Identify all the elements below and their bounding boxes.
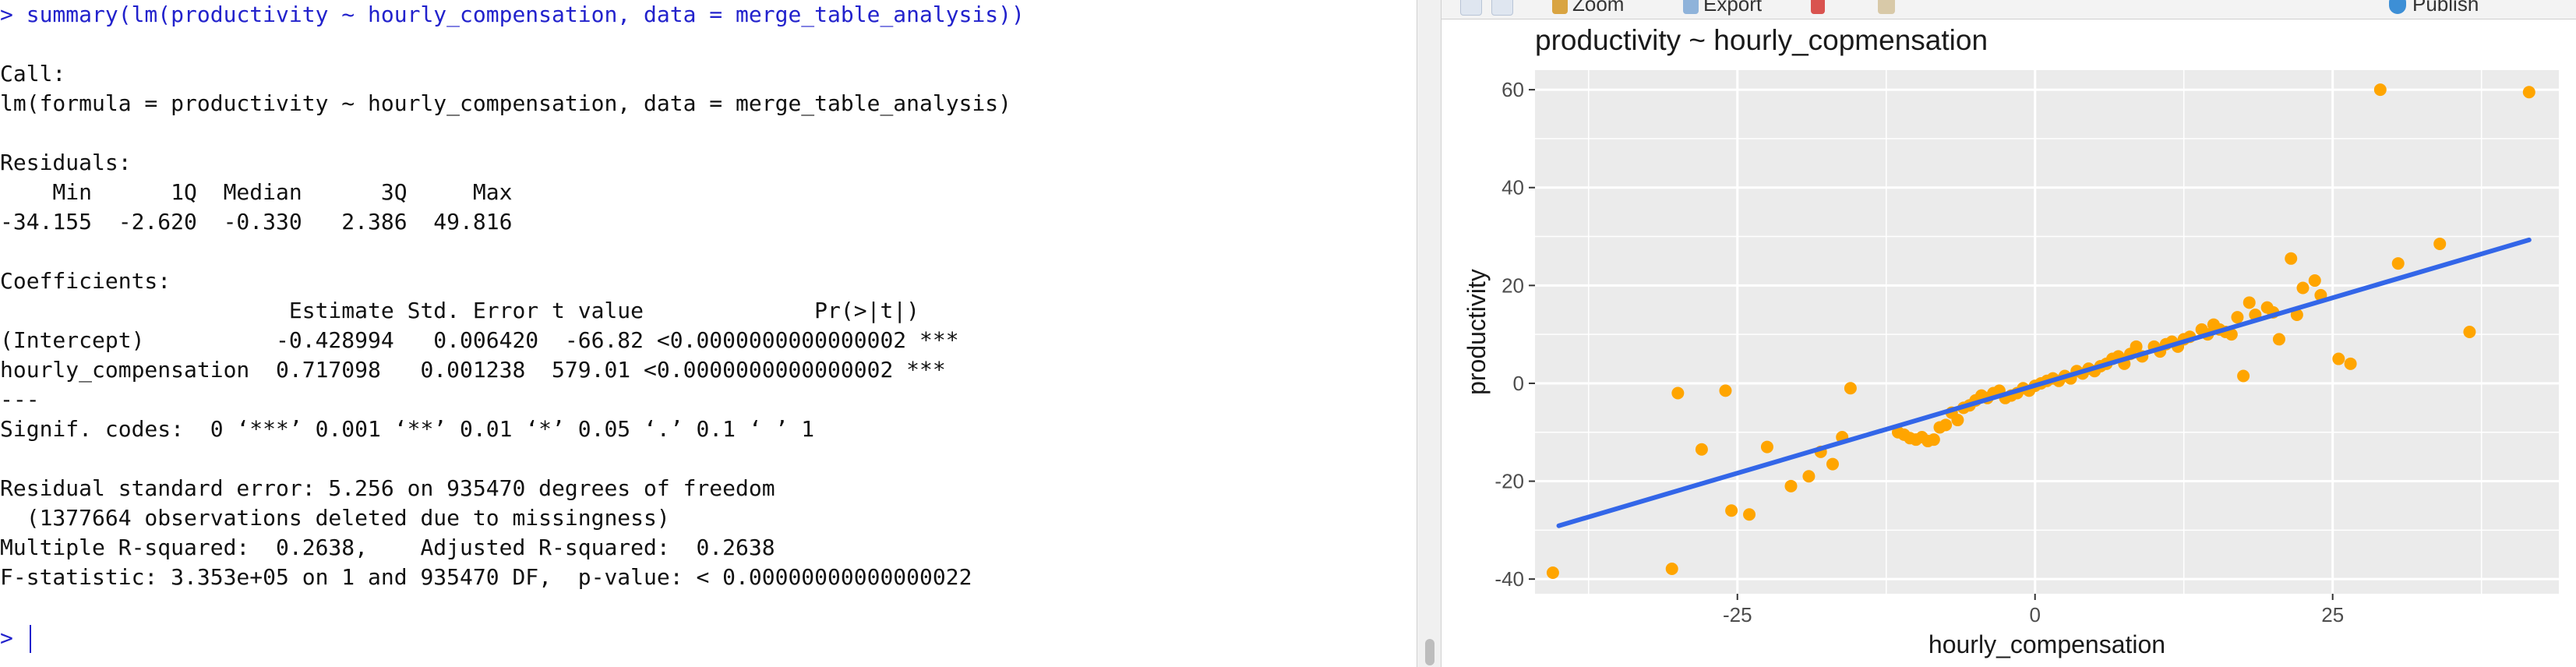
export-icon (1683, 0, 1699, 14)
call-label: Call: (0, 61, 66, 86)
data-point (2130, 340, 2143, 353)
plots-pane: Zoom Export Publish productivity ~ hourl… (1442, 0, 2576, 667)
command-text: summary(lm(productivity ~ hourly_compens… (26, 2, 1025, 27)
data-point (2237, 369, 2250, 383)
y-tick-label: 20 (1501, 274, 1524, 297)
x-tick-label: 0 (2029, 603, 2040, 626)
publish-icon (2389, 0, 2406, 14)
data-point (2373, 83, 2387, 97)
publish-button[interactable]: Publish (2412, 0, 2479, 16)
data-point (2272, 333, 2285, 346)
coefficient-row-hourly-compensation: hourly_compensation 0.717098 0.001238 57… (0, 357, 946, 383)
coefficients-label: Coefficients: (0, 268, 171, 294)
residuals-values: -34.155 -2.620 -0.330 2.386 49.816 (0, 209, 526, 235)
data-point (1760, 440, 1773, 453)
data-point (1725, 504, 1738, 517)
data-point (1826, 457, 1839, 471)
back-arrow-icon[interactable] (1460, 0, 1482, 16)
observations-deleted-line: (1377664 observations deleted due to mis… (0, 505, 670, 531)
data-point (2290, 309, 2303, 322)
data-point (1719, 384, 1732, 397)
signif-codes-line: Signif. codes: 0 ‘***’ 0.001 ‘**’ 0.01 ‘… (0, 416, 815, 442)
clear-plots-icon[interactable] (1878, 0, 1895, 14)
y-axis-ticks: -40 -20 0 20 40 60 (1494, 78, 1535, 591)
splitter-scroll-handle[interactable] (1425, 639, 1434, 665)
data-point (2522, 86, 2535, 99)
data-point (2463, 326, 2476, 338)
input-prompt: > (0, 625, 13, 651)
x-tick-label: -25 (1723, 603, 1752, 626)
regression-line (1556, 237, 2532, 528)
separator-line: --- (0, 386, 40, 412)
x-axis-ticks: -25 0 25 (1723, 594, 2344, 626)
command-line: > summary(lm(productivity ~ hourly_compe… (0, 0, 1025, 30)
zoom-button[interactable]: Zoom (1572, 0, 1625, 16)
x-tick-label: 25 (2321, 603, 2344, 626)
data-point (1939, 418, 1953, 432)
data-point (2243, 296, 2256, 309)
data-point (1951, 414, 1964, 427)
text-cursor (30, 625, 31, 653)
console-pane[interactable]: > summary(lm(productivity ~ hourly_compe… (0, 0, 1417, 667)
data-point (1671, 386, 1685, 400)
data-point (1844, 382, 1857, 395)
call-text: lm(formula = productivity ~ hourly_compe… (0, 90, 1012, 116)
y-tick-label: 60 (1501, 78, 1524, 101)
plot-toolbar: Zoom Export Publish (1442, 0, 2576, 19)
data-point (2231, 311, 2244, 324)
residuals-header: Min 1Q Median 3Q Max (0, 179, 526, 205)
data-point (1695, 443, 1708, 456)
data-point (2344, 357, 2357, 370)
y-axis-label: productivity (1463, 269, 1491, 395)
data-point (2285, 252, 2298, 265)
r-squared-line: Multiple R-squared: 0.2638, Adjusted R-s… (0, 535, 789, 560)
pane-splitter[interactable] (1417, 0, 1442, 667)
export-button[interactable]: Export (1703, 0, 1763, 16)
data-point (2296, 281, 2310, 295)
data-point (1546, 566, 1559, 579)
data-point (2391, 257, 2405, 270)
y-tick-label: -40 (1494, 567, 1524, 591)
minor-gridlines (1535, 70, 2559, 594)
x-axis-label: hourly_compensation (1928, 630, 2165, 658)
remove-plot-icon[interactable] (1811, 0, 1825, 14)
command-prompt: > (0, 2, 13, 27)
y-tick-label: 40 (1501, 176, 1524, 199)
data-point (1784, 479, 1798, 492)
data-point (1665, 562, 1678, 575)
data-point (2433, 237, 2447, 250)
data-point (2225, 328, 2238, 341)
data-point (1802, 470, 1816, 483)
residual-standard-error-line: Residual standard error: 5.256 on 935470… (0, 475, 775, 501)
zoom-icon (1552, 0, 1568, 14)
plot-panel (1535, 70, 2559, 594)
data-point (1743, 508, 1756, 521)
forward-arrow-icon[interactable] (1491, 0, 1513, 16)
coefficients-header: Estimate Std. Error t value Pr(>|t|) (0, 298, 972, 323)
scatter-plot: productivity ~ hourly_copmensation -40 -2… (1463, 24, 2559, 658)
data-point (2308, 274, 2321, 288)
f-statistic-line: F-statistic: 3.353e+05 on 1 and 935470 D… (0, 564, 972, 590)
residuals-label: Residuals: (0, 150, 132, 175)
data-point (2332, 352, 2345, 365)
coefficient-row-intercept: (Intercept) -0.428994 0.006420 -66.82 <0… (0, 327, 959, 353)
chart-title: productivity ~ hourly_copmensation (1535, 24, 1988, 56)
y-tick-label: -20 (1494, 470, 1524, 493)
data-point (1927, 433, 1940, 446)
y-tick-label: 0 (1513, 372, 1524, 395)
